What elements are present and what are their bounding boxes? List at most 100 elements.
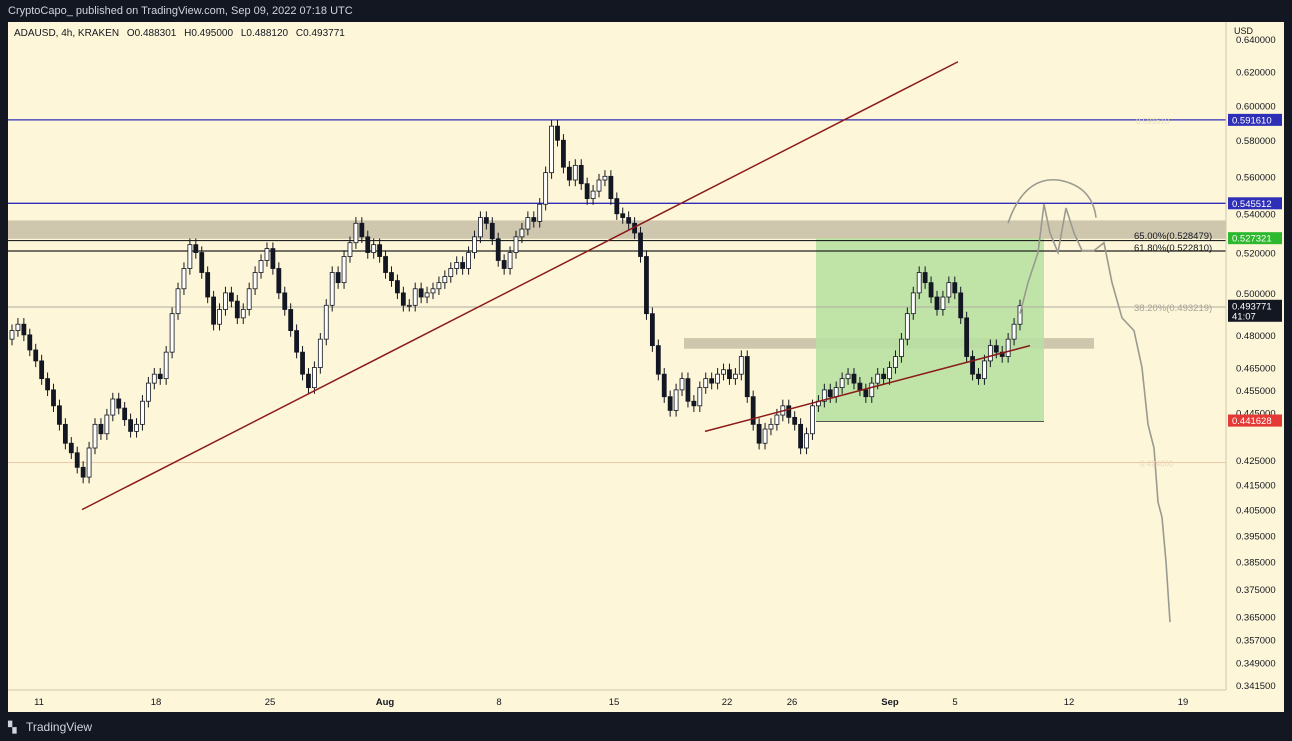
candle: [1005, 333, 1011, 363]
candle: [442, 270, 448, 289]
candle: [341, 250, 347, 289]
chart-area[interactable]: 65.00%(0.528479) 61.80%(0.522810) 38.20%(0…: [8, 22, 1284, 712]
candle: [478, 211, 483, 244]
y-tick-label: 0.520000: [1236, 249, 1276, 260]
candle-body: [258, 260, 264, 273]
candle-body: [928, 282, 934, 298]
candle: [940, 290, 946, 316]
legend-high: H0.495000: [184, 28, 234, 39]
candle-body: [768, 423, 774, 430]
x-tick-label: 18: [151, 697, 162, 708]
y-tick-label: 0.465000: [1236, 364, 1276, 375]
candle-body: [744, 356, 750, 398]
candle-body: [964, 317, 970, 357]
candle-body: [122, 407, 128, 421]
candle-body: [715, 373, 720, 384]
candle-body: [424, 292, 430, 298]
chart-svg[interactable]: 65.00%(0.528479)61.80%(0.522810) 38.20%(0…: [8, 22, 1284, 712]
candle: [999, 346, 1005, 363]
candle-body: [389, 272, 394, 282]
y-tick-label: 0.425000: [1236, 456, 1276, 467]
legend-close: C0.493771: [295, 28, 345, 39]
candle: [786, 399, 792, 424]
candle-body: [578, 164, 584, 185]
candle-body: [193, 244, 199, 253]
candle: [187, 238, 193, 275]
candle-body: [140, 400, 145, 425]
candle-body: [9, 330, 15, 340]
ohlc-legend: ADAUSD, 4h, KRAKEN O0.488301 H0.495000 L…: [14, 28, 350, 39]
candle: [904, 307, 910, 346]
candle: [39, 354, 45, 385]
candle-body: [584, 183, 590, 200]
candle: [709, 372, 715, 390]
candle: [33, 343, 39, 368]
candle-body: [306, 373, 311, 389]
candle-body: [1017, 305, 1023, 325]
price-label: 0.545512: [1232, 199, 1272, 210]
candle: [727, 363, 732, 385]
x-tick-label: 5: [952, 697, 957, 708]
candle-body: [679, 378, 685, 391]
candle: [246, 282, 252, 316]
candle: [140, 395, 145, 431]
candle-body: [223, 292, 228, 310]
candle-body: [810, 405, 815, 435]
candle-body: [987, 345, 993, 362]
price-label-bg: [1228, 414, 1282, 427]
candle-body: [33, 349, 39, 362]
candle: [715, 368, 720, 390]
candle: [240, 303, 246, 325]
candle: [887, 361, 892, 385]
candle-body: [246, 288, 252, 310]
candle: [217, 303, 222, 331]
candle: [762, 422, 768, 450]
candle: [869, 376, 875, 403]
candle-body: [86, 447, 92, 478]
candle-body: [288, 309, 294, 331]
candle-body: [377, 244, 383, 257]
candle: [9, 324, 15, 346]
y-tick-label: 0.560000: [1236, 172, 1276, 183]
candle: [122, 401, 128, 426]
candle-body: [910, 292, 916, 315]
y-tick-label: 0.445000: [1236, 409, 1276, 420]
candle-body: [798, 423, 804, 449]
candle: [258, 254, 264, 279]
candle-body: [466, 252, 471, 269]
y-tick-label: 0.349000: [1236, 659, 1276, 670]
topbar: CryptoCapo_ published on TradingView.com…: [0, 0, 1292, 22]
candle: [590, 184, 596, 205]
candle-body: [430, 288, 436, 294]
candle-body: [252, 272, 258, 290]
candle-body: [851, 373, 857, 384]
y-tick-label: 0.620000: [1236, 68, 1276, 79]
candle: [335, 266, 341, 289]
candle-body: [264, 248, 270, 261]
candle-body: [163, 351, 169, 380]
candle: [145, 376, 151, 408]
candle-body: [276, 268, 282, 294]
candle: [169, 307, 175, 359]
candle: [899, 333, 904, 363]
candle-body: [27, 334, 33, 351]
candle: [151, 368, 157, 390]
x-tick-label: 25: [265, 697, 276, 708]
candle: [519, 222, 525, 244]
candle-body: [644, 256, 649, 315]
candle: [922, 266, 928, 289]
candle-body: [472, 236, 477, 253]
candle-body: [1005, 338, 1011, 357]
candle-body: [922, 272, 928, 284]
candle-body: [270, 248, 276, 269]
candle: [300, 346, 305, 381]
candle: [495, 232, 501, 267]
candle: [555, 120, 560, 147]
legend-low: L0.488120: [240, 28, 289, 39]
fib-label-618: 61.80%(0.522810): [1134, 243, 1212, 254]
published-info: CryptoCapo_ published on TradingView.com…: [8, 5, 353, 17]
candle: [620, 207, 626, 224]
candle-body: [383, 256, 388, 273]
candle: [626, 211, 632, 230]
candle-body: [709, 378, 715, 384]
